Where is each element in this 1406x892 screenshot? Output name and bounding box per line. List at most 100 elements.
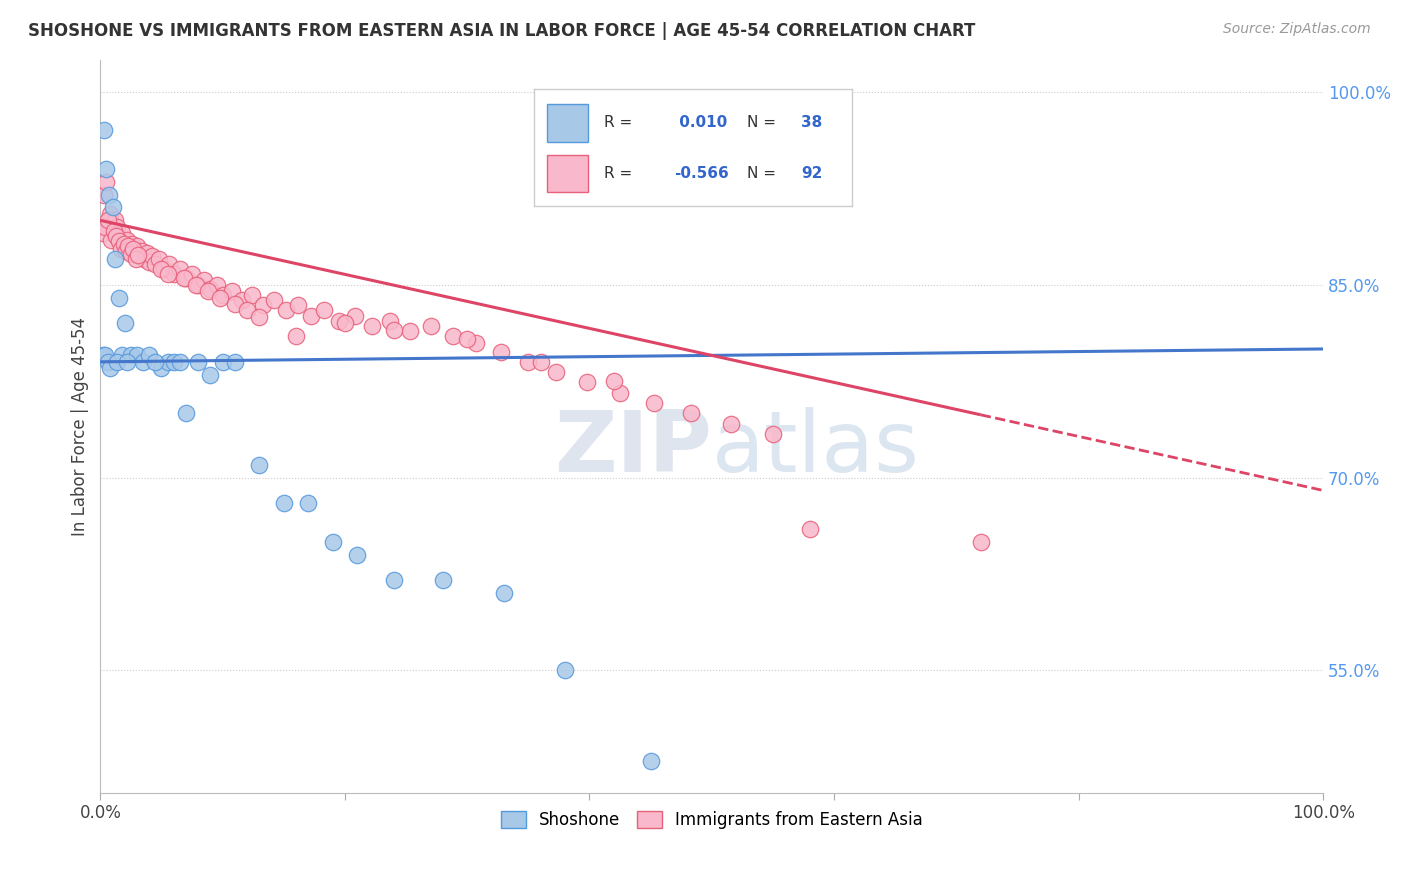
Point [94, 348, 117, 362]
Point [97, 355, 120, 369]
Point [263, 293, 285, 307]
Point [138, 254, 160, 268]
Point [285, 329, 308, 343]
Point [107, 291, 129, 305]
Point [799, 522, 821, 536]
Text: SHOSHONE VS IMMIGRANTS FROM EASTERN ASIA IN LABOR FORCE | AGE 45-54 CORRELATION : SHOSHONE VS IMMIGRANTS FROM EASTERN ASIA… [28, 22, 976, 40]
Point [205, 277, 228, 292]
Point [240, 288, 263, 302]
Point [138, 348, 160, 362]
Point [346, 548, 368, 562]
Point [97, 213, 120, 227]
Point [107, 355, 129, 369]
Text: atlas: atlas [711, 407, 920, 490]
Point [125, 239, 148, 253]
Point [762, 426, 785, 441]
Point [93, 187, 115, 202]
Point [333, 316, 356, 330]
Point [224, 297, 246, 311]
Point [153, 262, 176, 277]
Point [419, 318, 441, 333]
Point [197, 284, 219, 298]
Point [287, 298, 309, 312]
Point [128, 249, 150, 263]
Point [91, 226, 114, 240]
Point [231, 293, 253, 307]
Point [456, 332, 478, 346]
Y-axis label: In Labor Force | Age 45-54: In Labor Force | Age 45-54 [72, 317, 89, 535]
Point [100, 233, 122, 247]
Point [124, 245, 146, 260]
Point [299, 309, 322, 323]
Point [145, 355, 167, 369]
Point [970, 534, 993, 549]
Point [382, 323, 405, 337]
Point [174, 271, 197, 285]
Point [322, 534, 344, 549]
Point [181, 268, 204, 282]
Point [120, 348, 142, 362]
Point [187, 355, 209, 369]
Point [554, 664, 576, 678]
Point [120, 247, 142, 261]
Point [131, 244, 153, 259]
Point [211, 355, 233, 369]
Point [91, 348, 114, 362]
Point [328, 313, 350, 327]
Point [110, 242, 132, 256]
Point [117, 239, 139, 253]
Point [115, 244, 138, 259]
Point [314, 303, 336, 318]
Point [96, 175, 118, 189]
Point [122, 242, 145, 256]
Point [101, 226, 124, 240]
Point [163, 268, 186, 282]
Point [720, 417, 742, 431]
Point [200, 281, 222, 295]
Point [125, 348, 148, 362]
Point [398, 324, 420, 338]
Point [101, 201, 124, 215]
Point [104, 213, 127, 227]
Point [221, 284, 243, 298]
Point [432, 574, 454, 588]
Point [343, 309, 366, 323]
Point [576, 376, 599, 390]
Point [104, 252, 127, 266]
Point [114, 239, 136, 253]
Point [360, 318, 382, 333]
Point [163, 355, 186, 369]
Point [464, 335, 486, 350]
Legend: Shoshone, Immigrants from Eastern Asia: Shoshone, Immigrants from Eastern Asia [494, 804, 929, 836]
Point [378, 313, 401, 327]
Point [209, 291, 232, 305]
Point [114, 316, 136, 330]
Point [135, 245, 157, 260]
Point [640, 754, 662, 768]
Point [132, 355, 155, 369]
Point [103, 224, 125, 238]
Point [297, 496, 319, 510]
Point [97, 219, 120, 234]
Point [224, 355, 246, 369]
Point [117, 355, 139, 369]
Point [98, 361, 121, 376]
Point [200, 368, 222, 382]
Point [187, 277, 209, 292]
Point [121, 236, 143, 251]
Point [118, 242, 141, 256]
Point [173, 271, 195, 285]
Point [236, 303, 259, 318]
Point [184, 277, 207, 292]
Point [97, 187, 120, 202]
Point [492, 586, 515, 600]
Point [252, 298, 274, 312]
Point [150, 262, 173, 277]
Point [247, 310, 270, 324]
Point [529, 355, 551, 369]
Point [174, 406, 197, 420]
Point [111, 348, 134, 362]
Point [111, 226, 134, 240]
Point [107, 219, 129, 234]
Point [193, 272, 215, 286]
